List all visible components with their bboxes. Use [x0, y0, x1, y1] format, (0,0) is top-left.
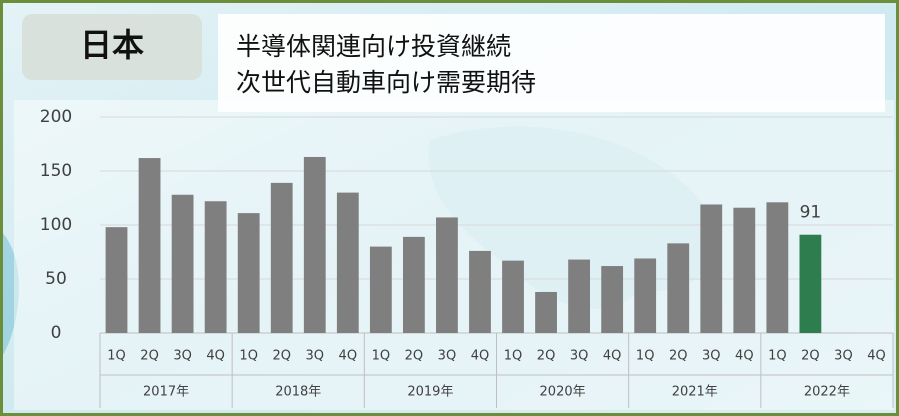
x-tick-label: 1Q [107, 349, 126, 364]
y-tick-label: 0 [51, 323, 62, 343]
x-tick-label: 1Q [372, 349, 391, 364]
y-tick-label: 200 [40, 107, 72, 127]
x-tick-label: 3Q [438, 349, 457, 364]
bar [469, 250, 491, 333]
subtitle: 次世代自動車向け需要期待 [236, 68, 536, 97]
x-tick-label: 3Q [702, 349, 721, 364]
x-tick-label: 2Q [669, 349, 688, 364]
x-tick-label: 4Q [603, 349, 622, 364]
group-label: 2021年 [672, 385, 718, 400]
bar [303, 156, 326, 333]
bar [601, 266, 624, 333]
x-tick-label: 1Q [768, 349, 787, 364]
group-label: 2018年 [275, 385, 321, 400]
bar [138, 158, 161, 333]
x-tick-label: 3Q [570, 349, 589, 364]
x-tick-label: 2Q [537, 349, 556, 364]
x-tick-label: 2Q [405, 349, 424, 364]
bar [171, 194, 194, 333]
bar [733, 207, 756, 333]
x-tick-label: 1Q [504, 349, 523, 364]
x-tick-label: 2Q [801, 349, 820, 364]
bar [799, 234, 822, 333]
bar [204, 201, 227, 333]
x-tick-label: 2Q [272, 349, 291, 364]
x-tick-label: 4Q [867, 349, 886, 364]
group-label: 2022年 [804, 385, 850, 400]
bar [634, 258, 657, 333]
x-tick-label: 2Q [140, 349, 159, 364]
y-tick-label: 50 [45, 269, 67, 289]
x-tick-label: 3Q [306, 349, 325, 364]
group-label: 2017年 [143, 385, 189, 400]
bar [105, 227, 128, 333]
chart-title: 日本 [80, 26, 144, 64]
title-box [22, 14, 202, 80]
x-tick-label: 4Q [735, 349, 754, 364]
bar [436, 217, 458, 333]
data-label: 91 [800, 203, 822, 223]
subtitle-box [218, 14, 885, 112]
y-tick-label: 150 [40, 161, 72, 181]
bar [402, 236, 425, 333]
group-label: 2020年 [540, 385, 586, 400]
bar [568, 259, 591, 333]
y-tick-label: 100 [40, 215, 72, 235]
x-tick-label: 1Q [239, 349, 258, 364]
x-tick-label: 4Q [206, 349, 225, 364]
bar [766, 202, 789, 333]
bar [535, 291, 557, 333]
x-tick-label: 3Q [834, 349, 853, 364]
bar [700, 204, 723, 333]
map-shape [0, 230, 19, 360]
bar [336, 192, 359, 333]
subtitle: 半導体関連向け投資継続 [236, 32, 511, 61]
x-tick-label: 3Q [173, 349, 192, 364]
bar [369, 246, 392, 333]
bar [667, 243, 690, 333]
bar [237, 213, 260, 333]
x-tick-label: 4Q [339, 349, 358, 364]
x-tick-label: 4Q [471, 349, 490, 364]
bar [502, 260, 524, 333]
group-label: 2019年 [407, 385, 453, 400]
x-tick-label: 1Q [636, 349, 655, 364]
bar [270, 182, 293, 333]
